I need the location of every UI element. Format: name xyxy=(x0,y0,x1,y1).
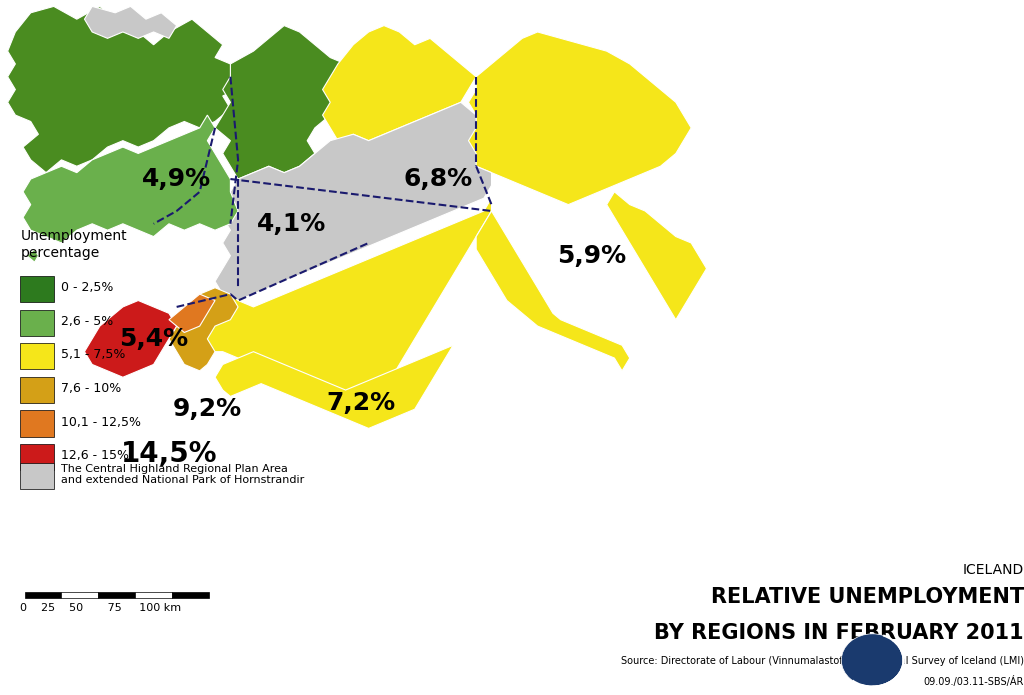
Text: BY REGIONS IN FEBRUARY 2011: BY REGIONS IN FEBRUARY 2011 xyxy=(654,623,1024,643)
Text: 0    25    50       75     100 km: 0 25 50 75 100 km xyxy=(20,603,181,613)
Text: 7,6 - 10%: 7,6 - 10% xyxy=(61,382,121,395)
FancyBboxPatch shape xyxy=(20,343,53,370)
Text: 4,1%: 4,1% xyxy=(257,212,327,236)
Bar xyxy=(25,592,61,598)
Polygon shape xyxy=(8,6,254,172)
Bar xyxy=(98,592,135,598)
FancyBboxPatch shape xyxy=(20,310,53,336)
Text: 9,2%: 9,2% xyxy=(173,398,242,421)
Text: 6,8%: 6,8% xyxy=(403,167,472,191)
Text: 4,9%: 4,9% xyxy=(142,167,211,191)
Polygon shape xyxy=(476,211,630,371)
Text: 5,1 - 7,5%: 5,1 - 7,5% xyxy=(61,348,125,361)
Polygon shape xyxy=(215,26,346,179)
FancyBboxPatch shape xyxy=(20,377,53,403)
Polygon shape xyxy=(215,345,453,428)
Polygon shape xyxy=(84,6,177,38)
Polygon shape xyxy=(606,192,707,320)
Polygon shape xyxy=(27,250,39,262)
Text: 2,6 - 5%: 2,6 - 5% xyxy=(61,315,114,328)
Text: ICELAND: ICELAND xyxy=(963,563,1024,577)
Text: 09.09./03.11-SBS/ÁR: 09.09./03.11-SBS/ÁR xyxy=(924,676,1024,687)
FancyBboxPatch shape xyxy=(20,410,53,436)
FancyBboxPatch shape xyxy=(20,276,53,302)
Bar xyxy=(172,592,209,598)
Polygon shape xyxy=(200,198,492,409)
Polygon shape xyxy=(215,102,492,300)
Bar xyxy=(135,592,172,598)
Text: 5,4%: 5,4% xyxy=(119,327,188,351)
Bar xyxy=(61,592,98,598)
Text: 14,5%: 14,5% xyxy=(121,440,217,468)
Polygon shape xyxy=(461,32,691,204)
Text: Source: Directorate of Labour (Vinnumalastofnun, National Survey of Iceland (LMI: Source: Directorate of Labour (Vinnumala… xyxy=(621,656,1024,666)
Polygon shape xyxy=(84,300,177,377)
FancyBboxPatch shape xyxy=(20,444,53,471)
Polygon shape xyxy=(169,294,215,332)
Text: Unemployment
percentage: Unemployment percentage xyxy=(20,229,127,259)
Text: The Central Highland Regional Plan Area
and extended National Park of Hornstrand: The Central Highland Regional Plan Area … xyxy=(61,464,304,485)
Circle shape xyxy=(842,634,903,687)
Text: 0 - 2,5%: 0 - 2,5% xyxy=(61,281,114,294)
FancyBboxPatch shape xyxy=(20,463,53,489)
Text: 5,9%: 5,9% xyxy=(557,244,626,268)
Polygon shape xyxy=(169,288,238,371)
Text: 10,1 - 12,5%: 10,1 - 12,5% xyxy=(61,416,141,429)
Text: 12,6 - 15%: 12,6 - 15% xyxy=(61,449,129,462)
Polygon shape xyxy=(323,26,476,140)
Polygon shape xyxy=(23,115,238,243)
Text: RELATIVE UNEMPLOYMENT: RELATIVE UNEMPLOYMENT xyxy=(711,587,1024,607)
Text: 7,2%: 7,2% xyxy=(327,391,395,415)
